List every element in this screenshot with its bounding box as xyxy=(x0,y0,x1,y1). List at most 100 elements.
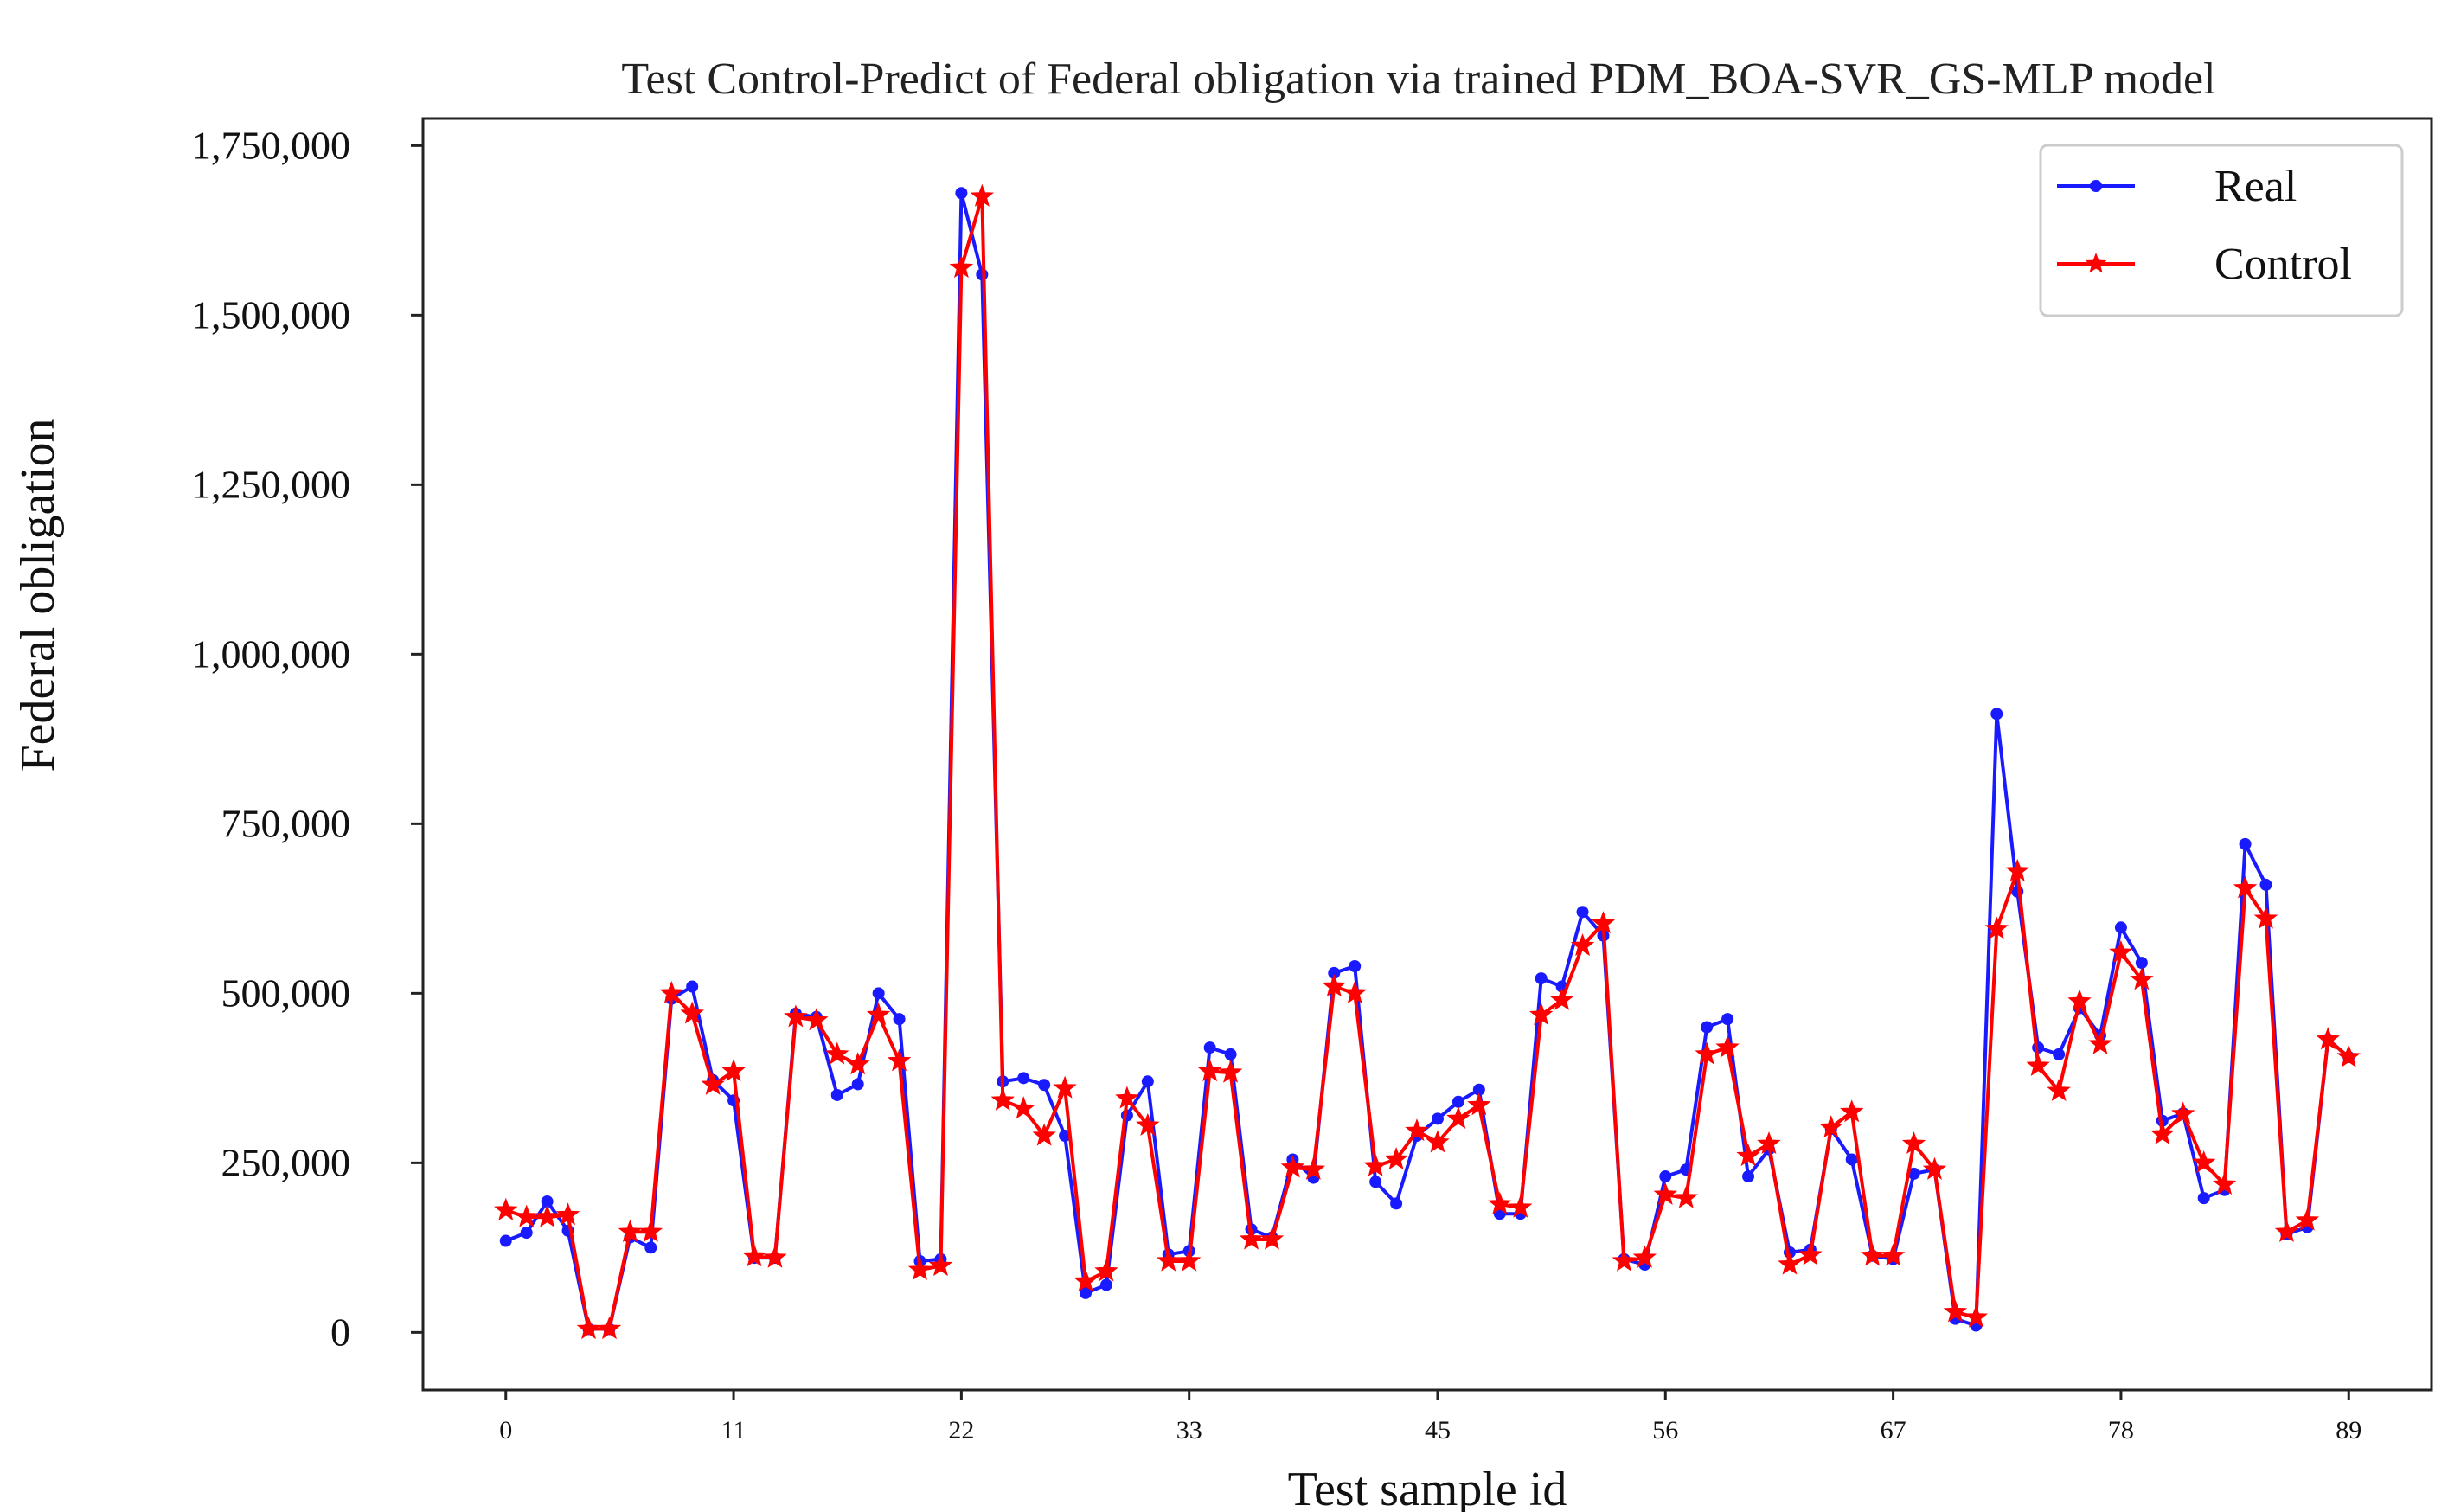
data-point xyxy=(686,980,699,993)
data-point xyxy=(1059,1130,1072,1142)
data-point xyxy=(638,1219,663,1242)
data-point xyxy=(1990,708,2003,721)
x-tick-label: 11 xyxy=(721,1416,747,1445)
y-tick-label: 0 xyxy=(330,1310,350,1354)
data-point xyxy=(928,1253,953,1277)
data-point xyxy=(1099,1278,1112,1291)
data-point xyxy=(1218,1060,1243,1083)
data-point xyxy=(1922,1156,1947,1180)
data-point xyxy=(597,1316,622,1340)
data-point xyxy=(514,1204,539,1227)
data-point xyxy=(2109,939,2133,963)
data-point xyxy=(2114,921,2127,934)
y-tick-label: 500,000 xyxy=(221,971,351,1015)
data-point xyxy=(1343,980,1367,1004)
data-point xyxy=(1053,1075,1077,1099)
x-axis-label: Test sample id xyxy=(1288,1463,1567,1512)
x-tick-label: 78 xyxy=(2108,1416,2134,1445)
legend-item-real: Real xyxy=(2057,162,2297,211)
data-point xyxy=(2295,1208,2320,1231)
data-point xyxy=(784,1004,808,1028)
x-tick-label: 0 xyxy=(499,1416,512,1445)
data-point xyxy=(1136,1112,1160,1136)
data-point xyxy=(1570,933,1595,957)
data-point xyxy=(1451,1095,1464,1108)
data-point xyxy=(1384,1146,1408,1170)
data-point xyxy=(1984,916,2009,939)
data-point xyxy=(830,1088,843,1101)
data-point xyxy=(2135,957,2148,970)
data-point xyxy=(1659,1170,1672,1183)
x-tick-label: 22 xyxy=(948,1416,974,1445)
data-point xyxy=(701,1072,725,1095)
data-point xyxy=(1301,1156,1326,1180)
data-point xyxy=(1612,1248,1637,1272)
data-point xyxy=(1176,1248,1202,1272)
series-layer xyxy=(494,183,2361,1340)
data-point xyxy=(1115,1086,1139,1109)
data-point xyxy=(1509,1195,1533,1218)
data-point xyxy=(499,1234,512,1247)
data-point xyxy=(2259,878,2272,891)
data-point xyxy=(1073,1269,1098,1292)
data-point xyxy=(2233,875,2258,899)
y-tick-label: 1,750,000 xyxy=(191,123,350,167)
data-point xyxy=(644,1241,657,1254)
data-point xyxy=(576,1316,601,1340)
data-point xyxy=(1094,1259,1118,1282)
data-point xyxy=(1860,1243,1885,1266)
data-point xyxy=(763,1245,787,1268)
data-point xyxy=(1549,987,1574,1010)
data-point xyxy=(1632,1245,1657,1268)
data-point xyxy=(990,1087,1015,1111)
data-point xyxy=(1017,1072,1030,1085)
data-point xyxy=(907,1257,932,1280)
data-point xyxy=(2336,1044,2361,1067)
data-point xyxy=(1467,1092,1491,1116)
x-tick-label: 89 xyxy=(2336,1416,2361,1445)
data-point xyxy=(1446,1105,1471,1130)
data-point xyxy=(2067,989,2092,1012)
data-point xyxy=(825,1041,849,1065)
data-point xyxy=(1798,1242,1823,1265)
data-point xyxy=(555,1202,580,1226)
y-tick-label: 250,000 xyxy=(221,1140,351,1184)
data-point xyxy=(2047,1078,2071,1101)
x-tick-label: 33 xyxy=(1176,1416,1202,1445)
data-point xyxy=(1426,1130,1450,1153)
data-point xyxy=(1328,966,1341,979)
data-point xyxy=(2130,967,2154,990)
data-point xyxy=(1239,1227,1264,1250)
data-point xyxy=(1757,1131,1781,1155)
legend-box xyxy=(2039,144,2404,317)
data-point xyxy=(872,987,885,1000)
data-point xyxy=(1224,1048,1237,1060)
data-point xyxy=(1674,1185,1698,1208)
data-point xyxy=(2053,1048,2066,1060)
data-point xyxy=(1080,1286,1093,1299)
data-point xyxy=(659,980,683,1004)
data-point xyxy=(535,1204,560,1227)
y-axis-label: Federal obligation xyxy=(11,418,65,772)
data-point xyxy=(1907,1167,1920,1180)
data-point xyxy=(2005,858,2029,881)
x-tick-label: 56 xyxy=(1652,1416,1678,1445)
y-axis: 0 250,000 500,000 750,000 1,000,000 1,250,000… xyxy=(191,123,423,1354)
data-point xyxy=(1405,1118,1429,1142)
data-point xyxy=(2171,1101,2195,1124)
data-point xyxy=(2197,1192,2210,1205)
data-point xyxy=(2239,837,2252,850)
data-point xyxy=(1721,1013,1734,1026)
data-point xyxy=(1032,1123,1056,1146)
legend-item-control: Control xyxy=(2057,240,2352,289)
y-tick-label: 1,000,000 xyxy=(191,631,350,676)
data-point xyxy=(1901,1131,1926,1155)
data-point xyxy=(1431,1112,1444,1125)
data-point xyxy=(1964,1304,1989,1328)
data-point xyxy=(866,1002,891,1026)
data-point xyxy=(1881,1243,1906,1266)
data-point xyxy=(1349,960,1362,972)
data-point xyxy=(2088,1031,2112,1054)
y-tick-label: 750,000 xyxy=(221,801,351,845)
data-point xyxy=(1576,906,1589,919)
